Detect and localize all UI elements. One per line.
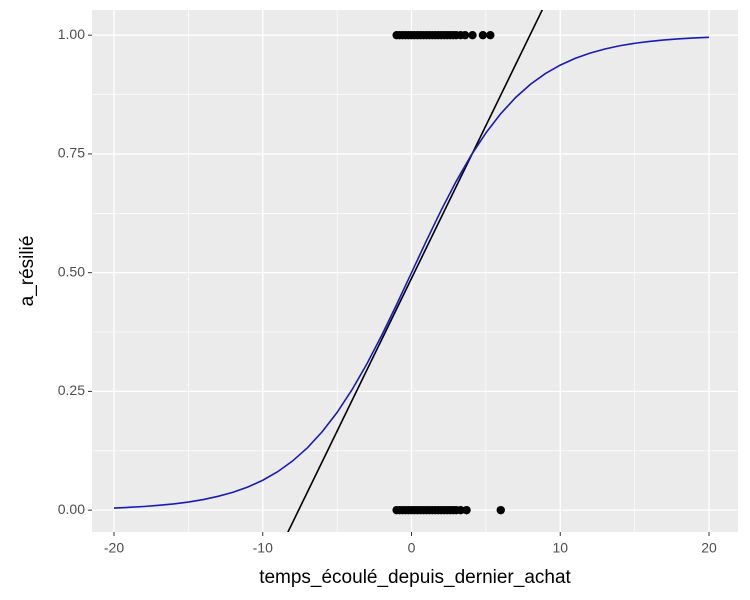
y-tick-label: 0.50 [58, 263, 85, 279]
y-tick-label: 0.75 [58, 145, 85, 161]
y-tick-label: 0.25 [58, 382, 85, 398]
point [456, 505, 465, 515]
x-tick-label: 10 [552, 540, 568, 556]
y-axis-title: a_résilié [17, 236, 38, 307]
y-tick-label: 1.00 [58, 26, 85, 42]
point [468, 30, 477, 40]
point [460, 30, 470, 40]
x-tick-label: -10 [253, 540, 273, 556]
x-tick-label: 20 [701, 540, 717, 556]
line [287, 10, 544, 532]
point [496, 505, 505, 515]
x-axis-title: temps_écoulé_depuis_dernier_achat [259, 567, 571, 588]
point [486, 30, 495, 40]
point [462, 505, 471, 515]
point [478, 30, 488, 40]
line [113, 36, 710, 509]
x-tick-label: -20 [104, 540, 124, 556]
y-tick-label: 0.00 [58, 501, 85, 517]
x-tick-label: 0 [408, 540, 416, 556]
